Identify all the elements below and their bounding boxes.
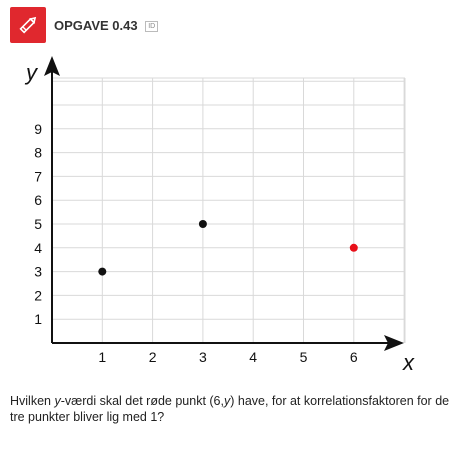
x-axis-arrow xyxy=(384,335,404,351)
x-tick-label: 2 xyxy=(149,349,157,365)
chart-points xyxy=(98,220,358,276)
question-part2: -værdi skal det røde punkt (6, xyxy=(60,394,224,408)
exercise-header: OPGAVE 0.43 ID xyxy=(10,6,159,44)
pencil-icon xyxy=(19,16,37,34)
y-tick-label: 4 xyxy=(34,240,42,256)
pencil-badge xyxy=(10,7,46,43)
chart-grid xyxy=(52,77,406,343)
chart-axes: xy xyxy=(24,56,415,375)
x-tick-label: 1 xyxy=(98,349,106,365)
x-tick-label: 3 xyxy=(199,349,207,365)
y-tick-label: 7 xyxy=(34,168,42,184)
x-tick-label: 5 xyxy=(300,349,308,365)
y-tick-label: 5 xyxy=(34,216,42,232)
y-axis-label: y xyxy=(24,60,39,85)
chart-ticks: 1 2 3 4 5 6 1 2 3 4 5 6 7 8 9 xyxy=(34,121,358,365)
question-text: Hvilken y-værdi skal det røde punkt (6,y… xyxy=(10,393,465,425)
data-point xyxy=(198,220,207,228)
id-tag[interactable]: ID xyxy=(145,20,159,32)
y-tick-label: 8 xyxy=(34,145,42,161)
y-tick-label: 6 xyxy=(34,192,42,208)
exercise-title-text: OPGAVE 0.43 xyxy=(54,17,138,33)
data-point xyxy=(98,267,107,276)
y-tick-label: 1 xyxy=(34,311,42,327)
question-var-y: y xyxy=(54,394,61,408)
y-axis-arrow xyxy=(44,56,60,76)
x-tick-label: 6 xyxy=(350,349,358,365)
x-axis-label: x xyxy=(402,350,415,375)
question-var-y2: y xyxy=(223,394,231,408)
question-part3: ) have, for at korrelationsfaktoren for … xyxy=(10,394,450,424)
x-tick-label: 4 xyxy=(249,349,257,365)
exercise-title: OPGAVE 0.43 ID xyxy=(54,17,159,33)
y-tick-label: 9 xyxy=(34,121,42,137)
data-point xyxy=(349,243,358,252)
question-part1: Hvilken xyxy=(10,394,55,408)
y-tick-label: 3 xyxy=(34,264,42,280)
y-tick-label: 2 xyxy=(34,287,42,303)
